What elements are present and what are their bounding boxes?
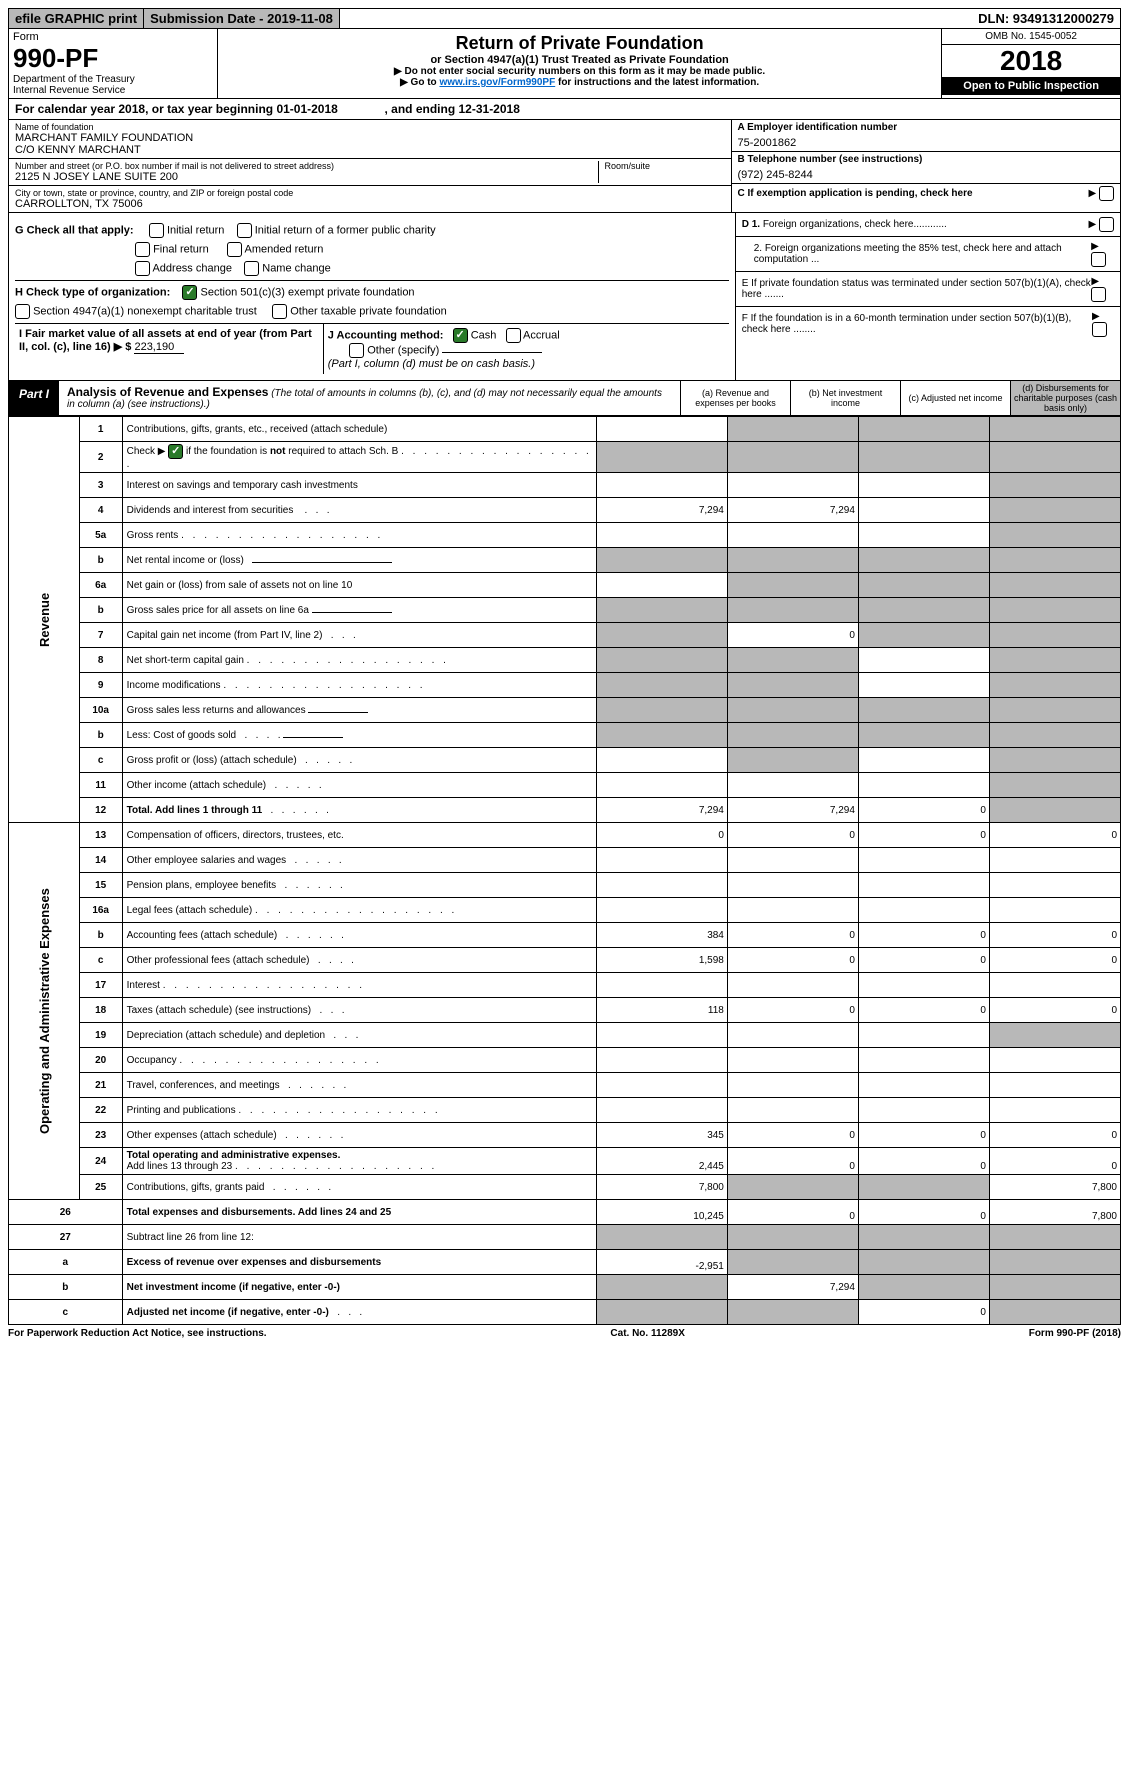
dept: Department of the Treasury Internal Reve…	[13, 74, 213, 96]
e-chk[interactable]	[1091, 287, 1106, 302]
initial-return-chk[interactable]	[149, 223, 164, 238]
footer-right: Form 990-PF (2018)	[1029, 1328, 1121, 1339]
part1-tag: Part I	[9, 381, 59, 415]
phone: (972) 245-8244	[738, 165, 1115, 181]
part1-header: Part I Analysis of Revenue and Expenses …	[8, 381, 1121, 416]
footer: For Paperwork Reduction Act Notice, see …	[8, 1325, 1121, 1339]
d2-label: 2. Foreign organizations meeting the 85%…	[742, 243, 1091, 265]
name-change-chk[interactable]	[244, 261, 259, 276]
check-block: G Check all that apply: Initial return I…	[8, 213, 1121, 381]
schb-chk[interactable]	[168, 444, 183, 459]
phone-label: B Telephone number (see instructions)	[738, 154, 1115, 165]
col-a: (a) Revenue and expenses per books	[680, 381, 790, 415]
name-label: Name of foundation	[15, 122, 725, 132]
f-chk[interactable]	[1092, 322, 1107, 337]
form-header: Form 990-PF Department of the Treasury I…	[8, 29, 1121, 99]
cash-chk[interactable]	[453, 328, 468, 343]
omb: OMB No. 1545-0052	[942, 29, 1120, 45]
e-label: E If private foundation status was termi…	[742, 278, 1092, 300]
form-subtitle: or Section 4947(a)(1) Trust Treated as P…	[222, 54, 937, 66]
addr-label: Number and street (or P.O. box number if…	[15, 161, 598, 171]
city: CARROLLTON, TX 75006	[15, 198, 725, 210]
fmv-value: 223,190	[134, 341, 184, 354]
foundation-name: MARCHANT FAMILY FOUNDATION C/O KENNY MAR…	[15, 132, 725, 156]
col-c: (c) Adjusted net income	[900, 381, 1010, 415]
efile-label: efile GRAPHIC print	[9, 9, 143, 28]
col-d: (d) Disbursements for charitable purpose…	[1010, 381, 1120, 415]
d1-chk[interactable]	[1099, 217, 1114, 232]
501c3-chk[interactable]	[182, 285, 197, 300]
city-label: City or town, state or province, country…	[15, 188, 725, 198]
footer-center: Cat. No. 11289X	[610, 1328, 684, 1339]
other-taxable-chk[interactable]	[272, 304, 287, 319]
irs-link[interactable]: www.irs.gov/Form990PF	[439, 77, 555, 88]
top-bar: efile GRAPHIC print Submission Date - 20…	[8, 8, 1121, 29]
addr-change-chk[interactable]	[135, 261, 150, 276]
open-public: Open to Public Inspection	[942, 77, 1120, 95]
ein: 75-2001862	[738, 133, 1115, 149]
submission-date: Submission Date - 2019-11-08	[143, 9, 340, 28]
form-word: Form	[13, 31, 213, 43]
col-b: (b) Net investment income	[790, 381, 900, 415]
tax-year: 2018	[942, 45, 1120, 77]
j-label: J Accounting method:	[328, 329, 444, 341]
d2-chk[interactable]	[1091, 252, 1106, 267]
4947-chk[interactable]	[15, 304, 30, 319]
room-label: Room/suite	[605, 161, 725, 171]
c-label: C If exemption application is pending, c…	[738, 188, 973, 199]
note1: ▶ Do not enter social security numbers o…	[222, 66, 937, 77]
j-note: (Part I, column (d) must be on cash basi…	[328, 358, 535, 370]
dln: DLN: 93491312000279	[972, 9, 1120, 28]
expenses-label: Operating and Administrative Expenses	[9, 823, 80, 1200]
ein-label: A Employer identification number	[738, 122, 1115, 133]
addr: 2125 N JOSEY LANE SUITE 200	[15, 171, 598, 183]
part1-table: Revenue 1Contributions, gifts, grants, e…	[8, 416, 1121, 1325]
h-label: H Check type of organization:	[15, 286, 170, 298]
form-number: 990-PF	[13, 43, 213, 74]
form-title: Return of Private Foundation	[222, 33, 937, 54]
entity-info: Name of foundation MARCHANT FAMILY FOUND…	[8, 120, 1121, 213]
other-acct-chk[interactable]	[349, 343, 364, 358]
calendar-year: For calendar year 2018, or tax year begi…	[8, 99, 1121, 120]
d1-label: Foreign organizations, check here.......…	[763, 219, 947, 230]
amended-chk[interactable]	[227, 242, 242, 257]
c-checkbox[interactable]	[1099, 186, 1114, 201]
final-return-chk[interactable]	[135, 242, 150, 257]
g-label: G Check all that apply:	[15, 224, 134, 236]
part1-title: Analysis of Revenue and Expenses	[67, 385, 268, 399]
f-label: F If the foundation is in a 60-month ter…	[742, 313, 1092, 335]
footer-left: For Paperwork Reduction Act Notice, see …	[8, 1328, 267, 1339]
accrual-chk[interactable]	[506, 328, 521, 343]
initial-former-chk[interactable]	[237, 223, 252, 238]
note2: ▶ Go to www.irs.gov/Form990PF for instru…	[222, 77, 937, 88]
revenue-label: Revenue	[9, 417, 80, 823]
